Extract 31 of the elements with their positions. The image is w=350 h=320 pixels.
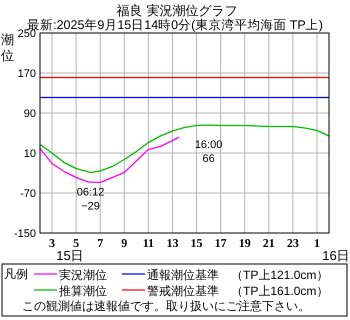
x-tick-label: 1 bbox=[314, 236, 320, 250]
line-series bbox=[39, 124, 330, 174]
legend-label: 警戒潮位基準 （TP上161.0cm） bbox=[147, 284, 328, 298]
x-tick-label: 3 bbox=[49, 236, 56, 250]
x-tick-label: 9 bbox=[121, 236, 128, 250]
text: この観測値は速報値です。取り扱いにご注意下さい。 bbox=[22, 299, 310, 313]
x-tick-label: 19 bbox=[238, 236, 251, 250]
chart-title: 福良 実況潮位グラフ bbox=[116, 3, 238, 18]
legend-label: 実況潮位 bbox=[59, 268, 107, 282]
line-series bbox=[39, 136, 180, 184]
annotation: 06:12 −29 bbox=[76, 186, 104, 212]
x-tick-label: 7 bbox=[97, 236, 104, 250]
text: 15日 bbox=[56, 248, 84, 263]
x-tick-label: 23 bbox=[286, 236, 299, 250]
x-tick-label: 13 bbox=[166, 236, 178, 250]
x-tick-label: 5 bbox=[73, 236, 80, 250]
y-tick-label: -70 bbox=[20, 188, 36, 200]
y-tick-label: 170 bbox=[18, 68, 36, 80]
x-tick-label: 21 bbox=[262, 236, 275, 250]
legend-label: 通報潮位基準 （TP上121.0cm） bbox=[147, 268, 328, 282]
x-tick-label: 11 bbox=[142, 236, 154, 250]
annotation: 16:00 66 bbox=[194, 139, 222, 165]
y-tick-label: 90 bbox=[24, 108, 36, 120]
legend-title: 凡例 bbox=[4, 267, 28, 281]
y-tick-label: 10 bbox=[24, 148, 36, 160]
x-tick-label: 15 bbox=[190, 236, 203, 250]
x-tick-label: 17 bbox=[214, 236, 227, 250]
y-tick-label: -150 bbox=[14, 228, 36, 240]
y-axis-title: 潮位 bbox=[1, 32, 14, 63]
legend-label: 推算潮位 bbox=[59, 284, 107, 298]
text: 16日 bbox=[322, 248, 350, 263]
